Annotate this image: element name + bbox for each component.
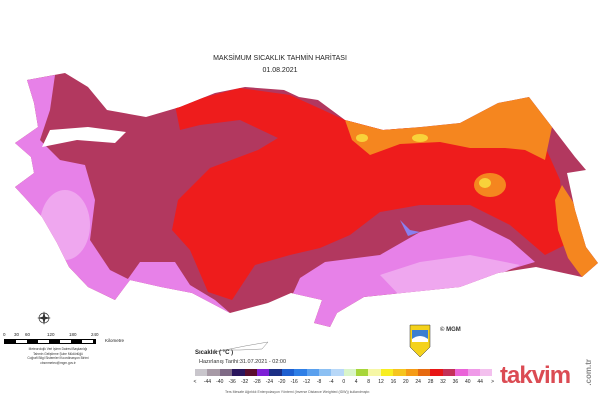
legend-swatch [467,369,480,376]
region-aegean-light-pink [40,190,90,260]
legend-label: -28 [253,379,261,385]
scale-tick: 0 [3,332,6,337]
watermark-text: takvim [500,362,571,389]
legend-swatch [331,369,344,376]
credit-line: cbsmmeteo@mgm.gov.tr [40,360,76,365]
scale-bar [4,339,96,344]
legend-method-note: Ters Mesafe Ağırlıklı Enterpolasyon Yönt… [225,390,371,394]
legend-swatch [418,369,431,376]
legend-label: -20 [278,379,286,385]
region-east-orange [555,185,598,277]
credit-line: Coğrafi Bilgi Sistemleri Koordinasyon Bi… [27,356,89,360]
legend-label: 12 [378,379,384,385]
legend-swatch [405,369,419,376]
region-southeast-light-pink [380,255,520,298]
legend-swatch [318,369,332,376]
legend-label: 24 [415,379,421,385]
legend-swatch [294,369,307,376]
legend-label: 20 [403,379,409,385]
keban-lake [400,220,420,236]
legend-label: -4 [329,379,334,385]
legend-label: -40 [216,379,224,385]
legend-swatch [479,369,493,376]
region-northeast-orange [345,97,552,160]
legend-label: 16 [390,379,397,385]
legend-label: 0 [342,379,346,385]
credit-line: Tahmin Geliştirme Şube Müdürlüğü [33,351,83,356]
map-title: MAKSİMUM SICAKLIK TAHMİN HARİTASI [213,55,347,62]
cyprus [214,341,269,353]
legend-label: > [491,379,495,385]
mgm-logo-icon [409,324,431,358]
legend-label: -32 [240,379,249,385]
map-date: 01.08.2021 [262,67,298,74]
legend-label: -36 [228,379,236,385]
legend-label: 40 [465,379,471,385]
legend-swatch [219,369,233,376]
legend-swatch [269,369,282,376]
legend-label: 4 [354,379,358,385]
credits: Meteorolojik Veri İşlem Dairesi Başkanlı… [8,347,108,365]
scale-unit: Kilometre [105,338,125,343]
legend-label: 32 [440,379,446,385]
region-rize-yellow [412,134,428,142]
legend-swatch [306,369,319,376]
credit-line: Meteorolojik Veri İşlem Dairesi Başkanlı… [28,347,88,351]
compass-rose-icon [37,311,51,325]
legend-swatch [430,369,443,376]
legend-swatch [380,369,394,376]
scale-ticks: 0 30 60 120 180 240 [3,332,113,338]
legend-label: -16 [290,379,298,385]
scale-tick: 180 [69,332,77,337]
scale-tick: 30 [14,332,20,337]
legend-labels: < -44 -40 -36 -32 -28 -24 -20 -16 -12 -8 -4 0 4 8 12 16 2… [193,379,505,387]
legend-prepared-date: Hazırlanış Tarihi:31.07.2021 - 02:00 [199,359,287,365]
legend-label: -24 [265,379,274,385]
legend-label: 44 [477,379,483,385]
legend-label: -44 [203,379,212,385]
legend-swatch [393,369,406,376]
legend-title: Sıcaklık ( °C ) [195,350,234,356]
region-west-pink [15,75,130,300]
scale-tick: 120 [47,332,55,337]
legend-swatch [244,369,257,376]
legend-label: -12 [302,379,311,385]
legend-swatch [232,369,245,376]
legend-color-bar [195,369,493,376]
legend-swatch [256,369,270,376]
legend-swatch [442,369,456,376]
watermark: takvim .com.tr [500,359,593,390]
watermark-domain: .com.tr [584,359,593,386]
scale-tick: 240 [91,332,99,337]
legend-swatch [195,369,208,376]
legend-swatch [343,369,357,376]
legend-swatch [356,369,369,376]
region-ordu-yellow [356,134,368,142]
legend-label: -8 [316,379,322,385]
legend-label: 28 [427,379,434,385]
legend-swatch [455,369,468,376]
legend-swatch [281,369,295,376]
legend-swatch [207,369,220,376]
legend-label: < [193,379,197,385]
copyright: © MGM [440,327,461,333]
turkey-landmass [15,73,598,327]
legend-swatch [368,369,381,376]
legend-label: 8 [367,379,370,385]
scale-tick: 60 [25,332,31,337]
legend-label: 36 [452,379,459,385]
marmara-sea [42,127,126,147]
region-erzurum-yellow [479,178,491,188]
